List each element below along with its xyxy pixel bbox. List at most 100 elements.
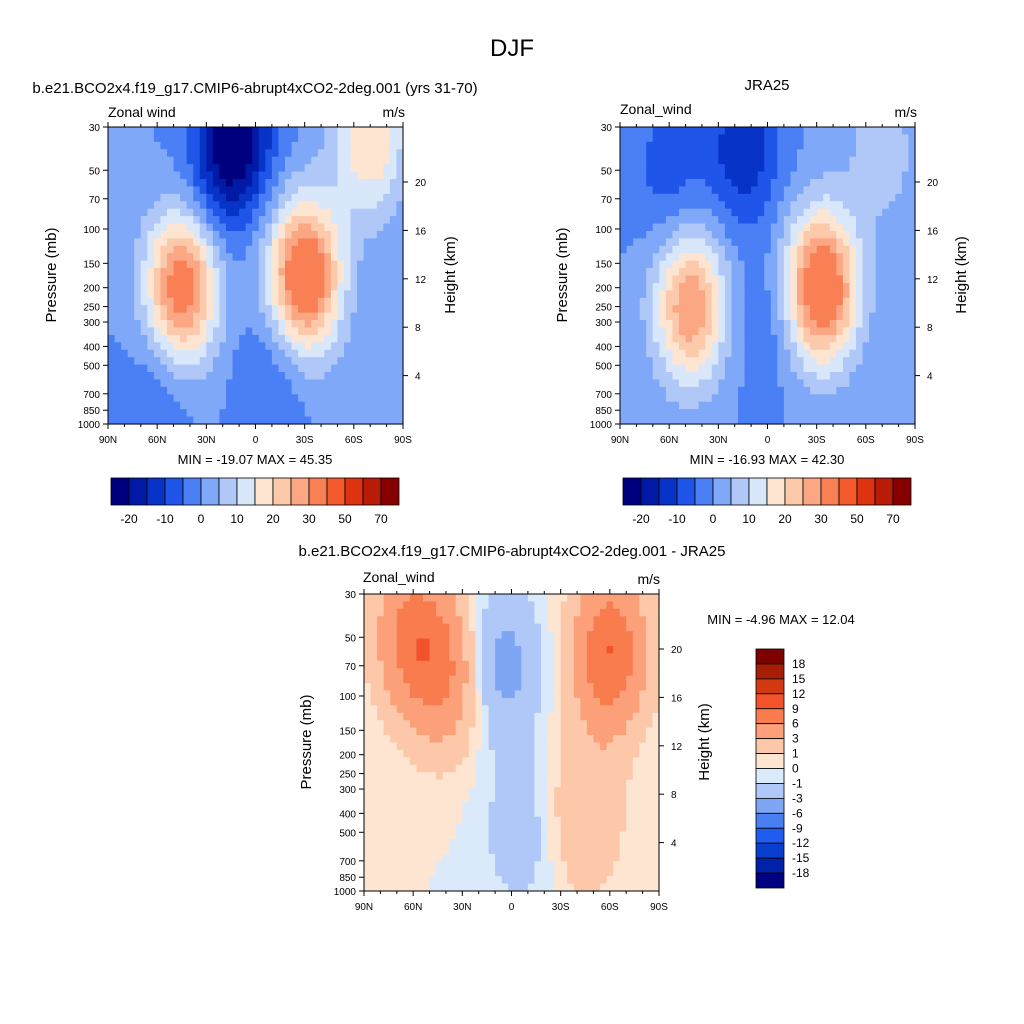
contour-cell	[291, 238, 299, 247]
contour-cell	[330, 342, 339, 351]
contour-cell	[836, 230, 844, 239]
contour-cell	[121, 253, 129, 262]
contour-cell	[376, 401, 384, 410]
contour-cell	[258, 275, 266, 284]
contour-cell	[875, 357, 883, 366]
contour-cell	[869, 223, 877, 232]
contour-cell	[121, 201, 129, 210]
contour-cell	[396, 394, 404, 403]
contour-cell	[823, 394, 831, 403]
contour-cell	[344, 260, 352, 269]
contour-cell	[508, 735, 516, 744]
contour-cell	[567, 675, 575, 684]
contour-cell	[436, 638, 444, 647]
contour-cell	[206, 141, 214, 150]
contour-cell	[810, 186, 818, 195]
contour-cell	[606, 697, 614, 706]
contour-cell	[482, 645, 490, 655]
contour-cell	[193, 357, 201, 366]
contour-cell	[744, 379, 752, 388]
contour-cell	[895, 178, 903, 187]
contour-cell	[232, 312, 240, 321]
contour-cell	[521, 697, 529, 706]
contour-cell	[908, 342, 916, 351]
contour-cell	[134, 297, 142, 306]
contour-cell	[751, 141, 759, 150]
contour-cell	[173, 386, 181, 395]
contour-cell	[396, 735, 404, 744]
contour-cell	[252, 297, 260, 306]
contour-cell	[508, 645, 516, 655]
contour-cell	[659, 223, 667, 232]
contour-cell	[567, 742, 575, 751]
contour-cell	[245, 201, 253, 210]
contour-cell	[606, 683, 614, 692]
contour-cell	[390, 660, 398, 669]
contour-cell	[114, 223, 122, 232]
contour-cell	[882, 409, 890, 418]
contour-cell	[416, 705, 424, 714]
contour-cell	[173, 216, 181, 225]
contour-cell	[232, 171, 240, 180]
contour-cell	[285, 364, 293, 373]
contour-cell	[586, 690, 595, 699]
contour-cell	[626, 660, 634, 669]
contour-cell	[698, 312, 706, 321]
contour-cell	[770, 134, 778, 143]
contour-cell	[193, 282, 201, 291]
contour-cell	[350, 290, 358, 299]
contour-cell	[350, 201, 358, 210]
contour-cell	[226, 141, 234, 150]
contour-cell	[160, 409, 168, 418]
contour-cell	[134, 334, 142, 343]
contour-cell	[679, 178, 687, 187]
contour-cell	[862, 379, 870, 388]
contour-cell	[875, 409, 883, 418]
contour-cell	[390, 757, 398, 766]
contour-cell	[875, 401, 883, 410]
contour-cell	[803, 282, 811, 291]
contour-cell	[167, 238, 175, 247]
contour-cell	[180, 342, 188, 351]
contour-cell	[711, 156, 719, 165]
contour-cell	[482, 742, 490, 751]
contour-cell	[521, 631, 529, 640]
contour-cell	[370, 594, 378, 603]
contour-cell	[521, 690, 529, 699]
contour-cell	[534, 601, 542, 610]
contour-cell	[488, 779, 496, 788]
contour-cell	[219, 171, 227, 180]
contour-cell	[613, 645, 621, 655]
contour-cell	[692, 149, 700, 158]
contour-cell	[495, 779, 503, 788]
contour-cell	[573, 727, 581, 736]
contour-cell	[232, 178, 240, 187]
contour-cell	[790, 268, 798, 277]
contour-cell	[731, 416, 739, 425]
contour-cell	[764, 164, 772, 173]
contour-cell	[153, 320, 162, 329]
contour-cell	[416, 631, 424, 640]
contour-cell	[888, 394, 896, 403]
contour-cell	[442, 705, 450, 714]
contour-cell	[888, 327, 896, 336]
contour-cell	[744, 305, 752, 314]
contour-cell	[350, 149, 358, 158]
contour-cell	[501, 668, 509, 677]
contour-cell	[468, 645, 477, 655]
contour-cell	[619, 749, 627, 758]
contour-cell	[396, 601, 404, 610]
contour-cell	[731, 201, 739, 210]
contour-cell	[409, 653, 418, 662]
contour-cell	[232, 164, 240, 173]
contour-cell	[639, 727, 647, 736]
contour-cell	[652, 253, 660, 262]
contour-cell	[626, 712, 634, 721]
contour-cell	[160, 149, 168, 158]
contour-cell	[901, 379, 910, 388]
contour-cell	[193, 349, 201, 358]
contour-cell	[685, 245, 693, 254]
contour-cell	[816, 401, 824, 410]
contour-cell	[475, 727, 483, 736]
contour-cell	[869, 164, 877, 173]
